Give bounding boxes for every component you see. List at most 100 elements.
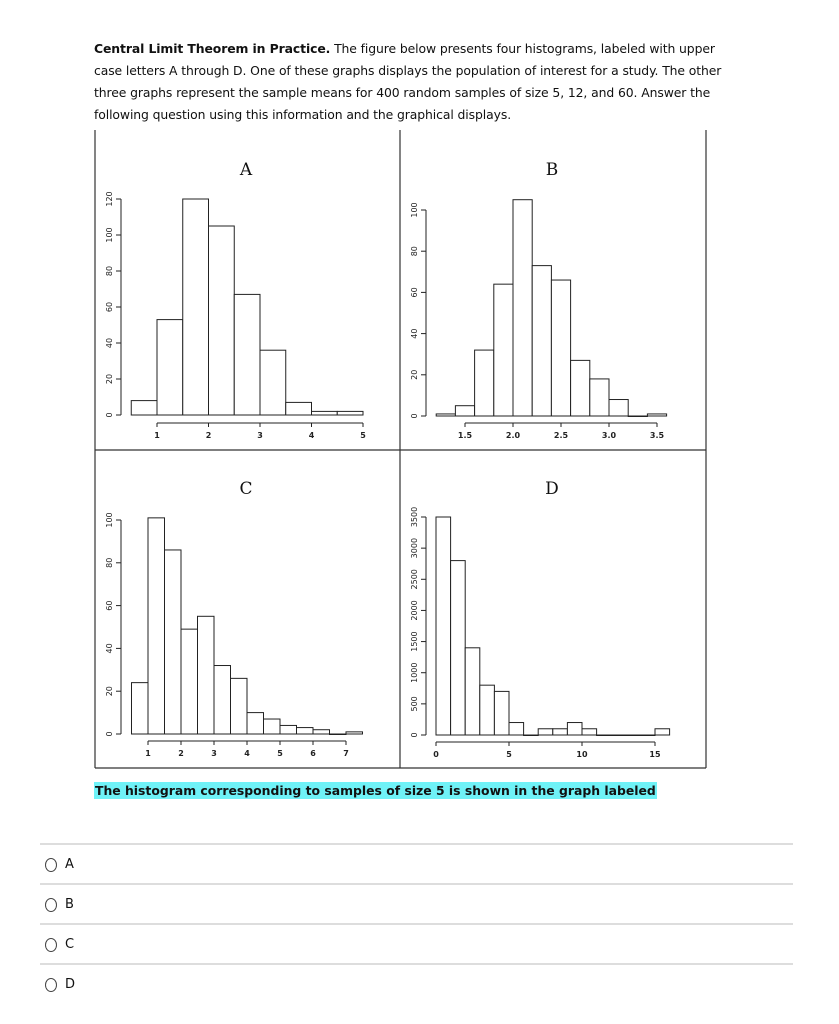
y-tick-label: 40 [410,329,419,339]
y-tick-label: 120 [105,191,114,206]
x-tick-label: 10 [576,750,588,759]
histogram-bar [493,283,514,417]
histogram-bar [435,413,456,417]
chart-title-B: B [546,160,559,180]
x-tick-label: 4 [309,431,315,440]
histogram-bar [479,684,495,736]
histogram-bar [531,265,552,417]
divider [40,923,793,925]
histogram-bar [311,410,338,416]
histogram-bar [131,682,149,735]
histogram-bar [639,734,656,736]
chart-title-C: C [239,479,252,499]
y-tick-label: 60 [105,302,114,312]
divider [40,883,793,885]
y-tick-label: 80 [105,266,114,276]
option-b[interactable]: B [45,897,74,912]
y-tick-label: 20 [410,370,419,380]
divider [40,843,793,845]
x-tick-label: 3 [257,431,263,440]
histogram-bar [570,359,591,417]
histogram-bar [454,405,476,417]
histogram-bar [156,319,184,416]
histogram-bar [259,349,287,416]
histogram-bar [329,733,347,735]
y-tick-label: 80 [105,558,114,568]
histogram-bar [345,731,363,735]
x-tick-label: 5 [506,750,512,759]
x-tick-label: 2.0 [506,431,521,440]
option-d[interactable]: D [45,977,75,992]
y-tick-label: 40 [105,643,114,653]
x-tick-label: 5 [277,749,283,758]
question-text: The histogram corresponding to samples o… [94,782,657,799]
y-tick-label: 0 [410,732,419,737]
y-tick-label: 20 [105,686,114,696]
option-label: C [65,937,75,952]
histogram-bar [182,198,209,416]
histogram-bar [596,734,612,736]
histogram-bar [627,415,648,417]
histogram-bar [508,722,525,736]
x-tick-label: 7 [343,749,349,758]
chart-title-D: D [545,479,559,499]
histogram-bar [197,615,215,735]
x-tick-label: 2 [206,431,212,440]
histogram-bar [180,628,198,735]
histogram-bar [336,410,364,416]
histogram-bar [464,647,481,736]
option-label: B [65,897,74,912]
y-tick-label: 2500 [410,569,419,589]
y-tick-label: 500 [410,696,419,711]
histogram-bar [246,712,264,735]
x-tick-label: 15 [649,750,661,759]
y-tick-label: 100 [105,227,114,242]
radio-button[interactable] [45,937,57,952]
x-tick-label: 0 [433,750,439,759]
y-tick-label: 1500 [410,631,419,651]
histogram-bar [312,729,330,735]
x-tick-label: 1 [154,431,160,440]
question-intro: Central Limit Theorem in Practice. The f… [94,38,734,126]
histogram-bar [435,516,452,736]
histogram-bar [285,401,312,416]
option-label: A [65,857,74,872]
radio-button[interactable] [45,977,57,992]
radio-button[interactable] [45,857,57,872]
histogram-bar [493,690,510,736]
y-tick-label: 1000 [410,663,419,683]
y-tick-label: 60 [410,287,419,297]
histogram-bar [230,677,248,735]
histogram-bar [279,724,297,735]
histogram-bar [213,665,231,735]
y-tick-label: 100 [105,512,114,527]
histogram-bar [164,549,182,735]
divider [40,963,793,965]
histogram-bar [552,728,568,736]
histogram-bar [537,728,554,736]
histogram-bar [610,734,627,736]
x-tick-label: 3.5 [650,431,665,440]
intro-text: The figure below presents four histogram… [94,41,722,122]
option-c[interactable]: C [45,937,74,952]
histogram-bar [523,734,539,736]
y-tick-label: 80 [410,246,419,256]
histogram-bar [589,378,610,417]
option-label: D [65,977,76,992]
x-tick-label: 6 [310,749,316,758]
radio-button[interactable] [45,897,57,912]
x-tick-label: 4 [244,749,250,758]
histogram-bar [512,199,533,417]
histogram-bar [550,279,572,417]
histogram-bar [296,727,314,735]
x-tick-label: 2 [178,749,184,758]
option-a[interactable]: A [45,857,74,872]
x-tick-label: 5 [360,431,366,440]
histogram-bar [625,734,641,736]
histogram-bar [130,400,158,416]
y-tick-label: 2000 [410,600,419,620]
x-tick-label: 3 [211,749,217,758]
y-tick-label: 3500 [410,507,419,527]
histogram-bar [208,225,235,416]
